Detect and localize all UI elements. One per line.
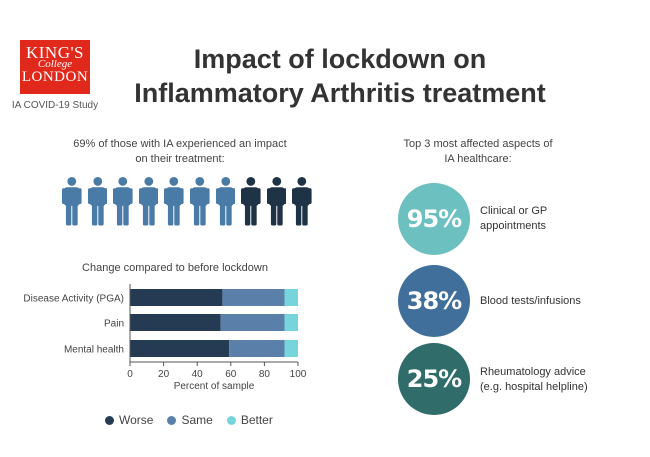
logo-line-1: KING'S (25, 43, 84, 62)
stacked-bar-chart: Disease Activity (PGA) Pain Mental health 0… (23, 284, 307, 392)
x-tick-label: 100 (290, 369, 307, 380)
aspects-title-line-2: IA healthcare: (444, 152, 512, 165)
category-label: Pain (104, 319, 124, 330)
person-icon (292, 176, 312, 226)
aspect-value-2: 38% (406, 287, 462, 315)
study-label: IA COVID-19 Study (11, 100, 99, 111)
person-icon-impacted (62, 176, 82, 226)
aspect-label-3-line-2: (e.g. hospital helpline) (480, 380, 588, 393)
person-icon-impacted (138, 176, 159, 226)
logo-line-3: LONDON (21, 69, 89, 85)
person-icon-impacted (215, 176, 236, 226)
legend-item-better: Better (226, 413, 273, 427)
person-icon-impacted (189, 176, 210, 226)
people-pictogram (62, 176, 312, 226)
person-icon (266, 176, 287, 226)
aspect-label-1-line-2: appointments (480, 219, 547, 232)
legend-label: Same (181, 413, 213, 427)
x-axis-label: Percent of sample (174, 381, 255, 392)
bar-same-1 (220, 314, 285, 331)
legend-swatch (105, 415, 114, 425)
bar-better-0 (284, 289, 298, 306)
kings-college-logo: KING'S College LONDON (20, 40, 90, 94)
title-line-1: Impact of lockdown on (193, 44, 487, 74)
impact-text-line-2: on their treatment: (135, 152, 225, 165)
category-label: Disease Activity (PGA) (23, 294, 124, 305)
bar-worse-1 (130, 314, 221, 331)
x-tick-label: 80 (259, 369, 271, 380)
person-icon-impacted (87, 176, 108, 226)
aspect-label-3-line-1: Rheumatology advice (480, 366, 586, 378)
aspect-value-1: 95% (406, 205, 462, 233)
legend-label: Better (240, 413, 273, 427)
aspect-circle-3: 25% (398, 343, 470, 415)
person-icon (241, 176, 261, 226)
bar-same-2 (229, 340, 285, 357)
bar-better-1 (284, 314, 298, 331)
legend-swatch (226, 415, 236, 425)
x-tick-label: 20 (158, 369, 170, 380)
aspects-title-line-1: Top 3 most affected aspects of (403, 138, 553, 150)
x-tick-label: 0 (127, 369, 133, 380)
legend-item-worse: Worse (105, 413, 153, 427)
aspect-value-3: 25% (406, 365, 462, 393)
category-label: Mental health (64, 345, 124, 356)
bar-worse-0 (130, 289, 223, 306)
aspect-label-3: Rheumatology advice (e.g. hospital helpl… (480, 365, 588, 395)
page-title: Impact of lockdown on Inflammatory Arthr… (110, 43, 570, 111)
bar-worse-2 (130, 340, 230, 357)
aspect-label-1: Clinical or GP appointments (480, 204, 547, 234)
logo-line-2: College (37, 58, 73, 70)
aspect-label-2: Blood tests/infusions (480, 294, 581, 309)
aspect-circle-2: 38% (398, 265, 470, 337)
bar-better-2 (284, 340, 298, 357)
person-icon-impacted (164, 176, 184, 226)
legend-item-same: Same (167, 413, 213, 427)
aspects-title: Top 3 most affected aspects of IA health… (378, 137, 578, 167)
x-tick-label: 40 (192, 369, 204, 380)
chart-legend: Worse Same Better (105, 413, 273, 427)
impact-text-line-1: 69% of those with IA experienced an impa… (73, 138, 287, 150)
aspect-circle-1: 95% (398, 183, 470, 255)
x-tick-label: 60 (225, 369, 237, 380)
aspect-label-1-line-1: Clinical or GP (480, 205, 548, 217)
legend-swatch (167, 415, 177, 425)
bar-same-0 (222, 289, 285, 306)
aspect-label-2-line-1: Blood tests/infusions (480, 295, 581, 307)
title-line-2: Inflammatory Arthritis treatment (134, 77, 546, 108)
person-icon-impacted (113, 176, 133, 226)
chart-title: Change compared to before lockdown (82, 262, 268, 274)
impact-text: 69% of those with IA experienced an impa… (55, 137, 305, 167)
legend-label: Worse (119, 413, 154, 427)
